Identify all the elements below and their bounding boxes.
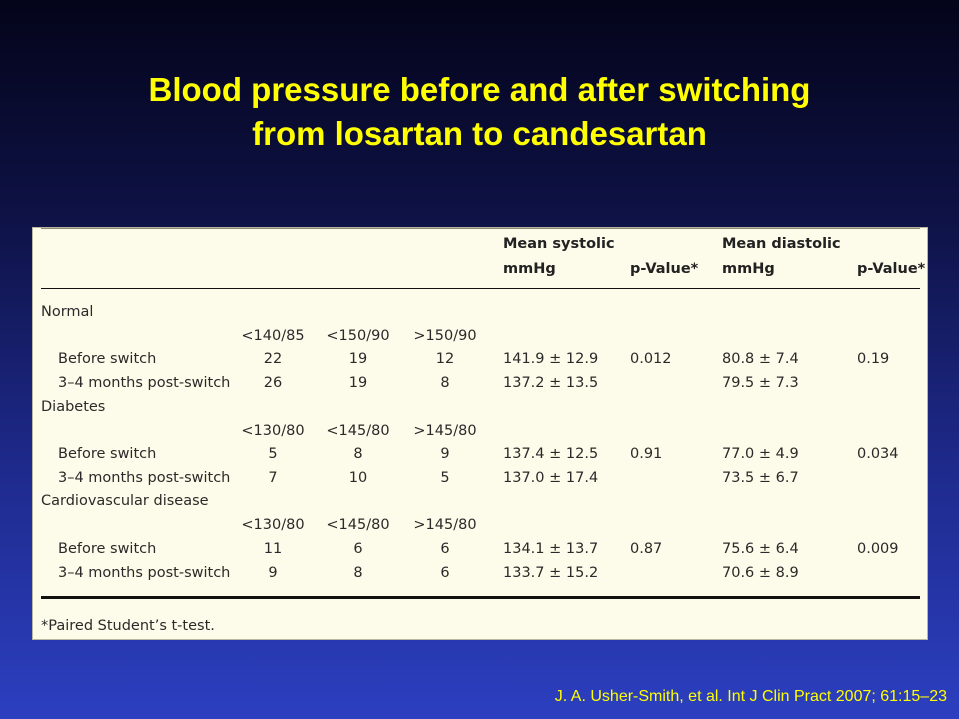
row-label: Before switch (58, 446, 157, 462)
row-label: Before switch (58, 541, 157, 557)
systolic-cell: 134.1 ± 13.7 (503, 541, 599, 557)
citation: J. A. Usher-Smith, et al. Int J Clin Pra… (554, 688, 947, 705)
table-footnote: *Paired Student’s t-test. (41, 618, 215, 634)
header-mean-diastolic: Mean diastolic (722, 236, 841, 252)
p-diastolic-cell: 0.19 (857, 351, 890, 367)
threshold-cell: >145/80 (413, 517, 477, 533)
p-diastolic-cell: 0.009 (857, 541, 899, 557)
threshold-cell: <145/80 (326, 423, 390, 439)
count-cell: 10 (348, 470, 368, 486)
header-mean-systolic: Mean systolic (503, 236, 615, 252)
count-cell: 9 (268, 565, 278, 581)
systolic-cell: 141.9 ± 12.9 (503, 351, 599, 367)
title-line-2: from losartan to candesartan (252, 115, 707, 152)
header-mean-diastolic-unit: mmHg (722, 261, 775, 277)
table-bottom-rule (41, 596, 920, 599)
threshold-cell: <130/80 (241, 423, 305, 439)
row-label: 3–4 months post-switch (58, 565, 231, 581)
diastolic-cell: 77.0 ± 4.9 (722, 446, 799, 462)
header-rule (41, 288, 920, 289)
p-systolic-cell: 0.012 (630, 351, 672, 367)
group-label-diabetes: Diabetes (41, 399, 106, 415)
systolic-cell: 137.4 ± 12.5 (503, 446, 599, 462)
threshold-cell: >150/90 (413, 328, 477, 344)
row-label: 3–4 months post-switch (58, 375, 231, 391)
threshold-cell: <130/80 (241, 517, 305, 533)
count-cell: 19 (348, 375, 368, 391)
count-cell: 8 (353, 446, 363, 462)
header-p-value-diastolic: p-Value* (857, 261, 926, 277)
p-systolic-cell: 0.87 (630, 541, 663, 557)
threshold-cell: <145/80 (326, 517, 390, 533)
count-cell: 6 (440, 565, 450, 581)
count-cell: 9 (440, 446, 450, 462)
header-p-value-systolic: p-Value* (630, 261, 699, 277)
count-cell: 6 (353, 541, 363, 557)
p-diastolic-cell: 0.034 (857, 446, 899, 462)
p-systolic-cell: 0.91 (630, 446, 663, 462)
diastolic-cell: 79.5 ± 7.3 (722, 375, 799, 391)
slide-title: Blood pressure before and after switchin… (0, 68, 959, 156)
threshold-cell: >145/80 (413, 423, 477, 439)
threshold-cell: <150/90 (326, 328, 390, 344)
diastolic-cell: 73.5 ± 6.7 (722, 470, 799, 486)
count-cell: 8 (440, 375, 450, 391)
group-label-normal: Normal (41, 304, 94, 320)
count-cell: 6 (440, 541, 450, 557)
count-cell: 5 (440, 470, 450, 486)
header-mean-systolic-unit: mmHg (503, 261, 556, 277)
systolic-cell: 137.2 ± 13.5 (503, 375, 599, 391)
systolic-cell: 137.0 ± 17.4 (503, 470, 599, 486)
count-cell: 8 (353, 565, 363, 581)
count-cell: 26 (263, 375, 283, 391)
group-label-cardiovascular: Cardiovascular disease (41, 493, 209, 509)
threshold-cell: <140/85 (241, 328, 305, 344)
row-label: Before switch (58, 351, 157, 367)
systolic-cell: 133.7 ± 15.2 (503, 565, 599, 581)
count-cell: 7 (268, 470, 278, 486)
count-cell: 12 (435, 351, 455, 367)
data-table: Mean systolic mmHg p-Value* Mean diastol… (32, 227, 928, 640)
diastolic-cell: 80.8 ± 7.4 (722, 351, 799, 367)
count-cell: 19 (348, 351, 368, 367)
title-line-1: Blood pressure before and after switchin… (148, 71, 811, 108)
count-cell: 5 (268, 446, 278, 462)
diastolic-cell: 75.6 ± 6.4 (722, 541, 799, 557)
row-label: 3–4 months post-switch (58, 470, 231, 486)
count-cell: 11 (263, 541, 283, 557)
count-cell: 22 (263, 351, 283, 367)
table-top-rule (41, 228, 920, 229)
diastolic-cell: 70.6 ± 8.9 (722, 565, 799, 581)
